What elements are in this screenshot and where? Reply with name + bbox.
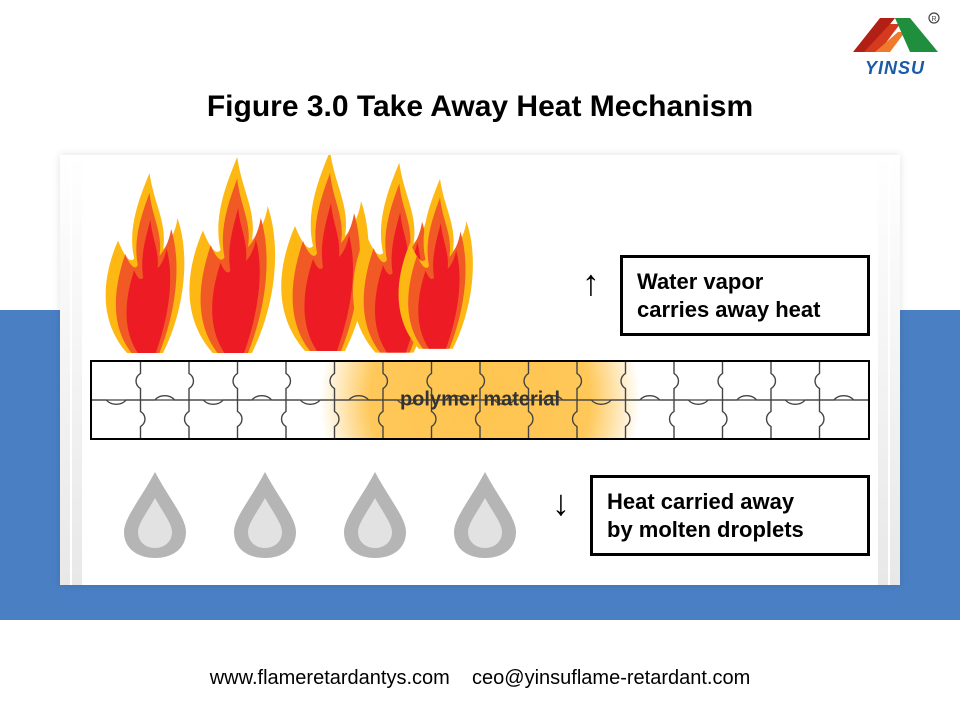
panel-edge	[878, 155, 888, 585]
panel-edge	[890, 155, 900, 585]
panel-edge	[60, 155, 70, 585]
svg-text:R: R	[931, 16, 936, 23]
polymer-material-strip: (function(){ var ns="http://www.w3.org/2…	[90, 360, 870, 440]
flames	[100, 155, 540, 360]
figure-title: Figure 3.0 Take Away Heat Mechanism	[0, 90, 960, 124]
droplet-icon	[120, 470, 190, 560]
callout-molten-droplets: Heat carried away by molten droplets	[590, 475, 870, 556]
callout-line: Water vapor	[637, 268, 853, 296]
polymer-label: polymer material	[400, 389, 560, 412]
callout-line: carries away heat	[637, 296, 853, 324]
callout-line: Heat carried away	[607, 488, 853, 516]
arrow-up-icon: ↑	[582, 265, 600, 301]
footer-contact: www.flameretardantys.com ceo@yinsuflame-…	[0, 667, 960, 690]
droplet-icon	[340, 470, 410, 560]
callout-water-vapor: Water vapor carries away heat	[620, 255, 870, 336]
panel-edge	[72, 155, 82, 585]
molten-droplets	[120, 465, 540, 565]
logo-mark: R	[850, 10, 940, 60]
footer-website: www.flameretardantys.com	[210, 667, 450, 689]
callout-line: by molten droplets	[607, 516, 853, 544]
logo-text: YINSU	[850, 58, 940, 79]
diagram-panel: ↑ Water vapor carries away heat (functio…	[60, 155, 900, 585]
footer-email: ceo@yinsuflame-retardant.com	[472, 667, 750, 689]
arrow-down-icon: ↓	[552, 485, 570, 521]
droplet-icon	[230, 470, 300, 560]
droplet-icon	[450, 470, 520, 560]
brand-logo: R YINSU	[850, 10, 940, 79]
